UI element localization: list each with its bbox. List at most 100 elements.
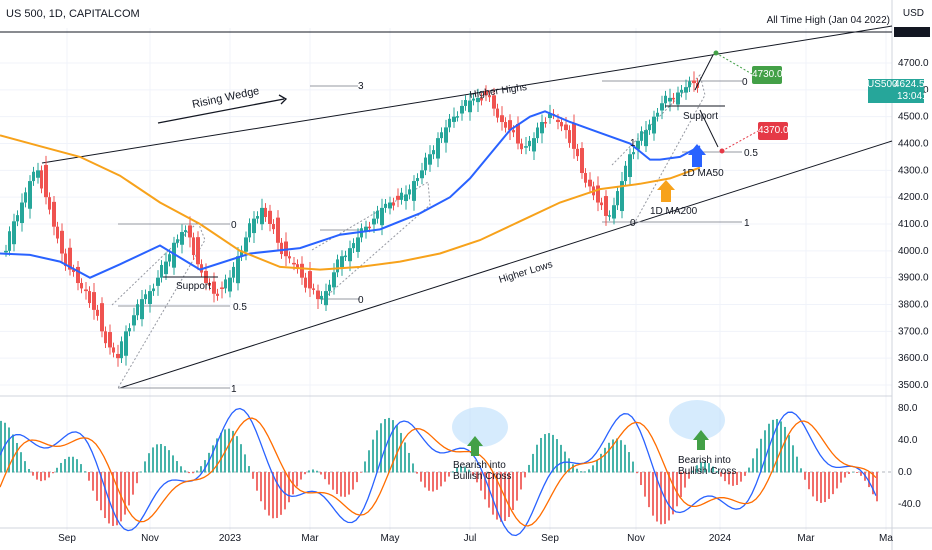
macd-histogram-bar xyxy=(828,472,830,499)
candle-body xyxy=(68,247,72,270)
macd-histogram-bar xyxy=(652,472,654,516)
macd-histogram-bar xyxy=(104,472,106,519)
macd-histogram-bar xyxy=(628,452,630,473)
bearish-label: Bullish Cross xyxy=(678,466,736,477)
candle-body xyxy=(184,230,187,233)
macd-histogram-bar xyxy=(84,471,86,473)
candle-body xyxy=(320,295,323,300)
macd-histogram-bar xyxy=(484,472,486,500)
macd-histogram-bar xyxy=(804,472,806,480)
macd-histogram-bar xyxy=(500,472,502,522)
candle-body xyxy=(652,116,656,134)
candle-body xyxy=(572,123,576,149)
candle-body xyxy=(328,284,331,292)
macd-histogram-bar xyxy=(436,472,438,490)
candle-body xyxy=(584,173,587,183)
macd-histogram-bar xyxy=(520,472,522,490)
macd-histogram-bar xyxy=(616,438,618,473)
candle-body xyxy=(340,256,344,268)
macd-histogram-bar xyxy=(132,472,134,495)
candle-body xyxy=(332,272,336,288)
target-down-point xyxy=(719,148,725,154)
macd-histogram-bar xyxy=(860,472,862,476)
candle-body xyxy=(444,127,448,143)
cross-highlight xyxy=(669,400,725,440)
candle-body xyxy=(612,205,616,219)
macd-histogram-bar xyxy=(636,472,638,474)
candle-body xyxy=(564,124,568,131)
macd-histogram-bar xyxy=(268,472,270,516)
macd-histogram-bar xyxy=(640,472,642,486)
macd-histogram-bar xyxy=(560,444,562,473)
ma50-label: 1D MA50 xyxy=(682,168,724,179)
last-price-tag: US500 4624.5 13:04:22 xyxy=(867,79,932,103)
macd-histogram-bar xyxy=(412,463,414,473)
macd-histogram-bar xyxy=(556,439,558,473)
candle-body xyxy=(324,291,328,306)
macd-histogram-bar xyxy=(28,469,30,473)
macd-histogram-bar xyxy=(464,466,466,473)
candle-body xyxy=(172,242,176,268)
macd-histogram-bar xyxy=(760,438,762,473)
x-tick-label: Sep xyxy=(58,533,76,544)
macd-histogram-bar xyxy=(296,472,298,487)
macd-histogram-bar xyxy=(260,472,262,502)
macd-histogram-bar xyxy=(524,472,526,478)
macd-histogram-bar xyxy=(552,434,554,473)
wedge-arrow xyxy=(157,98,285,124)
candle-body xyxy=(368,226,371,229)
currency-label[interactable]: USD xyxy=(902,8,924,19)
candle-body xyxy=(144,294,147,300)
macd-histogram-bar xyxy=(660,472,662,525)
fib-label: 1 xyxy=(231,384,237,395)
candle-body xyxy=(660,103,664,111)
macd-histogram-bar xyxy=(328,472,330,485)
macd-histogram-bar xyxy=(64,459,66,473)
macd-histogram-bar xyxy=(36,472,38,480)
macd-histogram-bar xyxy=(376,430,378,473)
macd-histogram-bar xyxy=(112,472,114,526)
macd-histogram-bar xyxy=(220,432,222,473)
candle-body xyxy=(348,248,352,262)
candle-body xyxy=(456,116,459,118)
macd-histogram-bar xyxy=(168,450,170,473)
macd-histogram-bar xyxy=(40,472,42,482)
candle-body xyxy=(560,122,563,127)
candle-body xyxy=(224,279,227,289)
ma200-arrow xyxy=(657,180,675,202)
candle-body xyxy=(672,97,675,100)
fib-label: 0.5 xyxy=(233,302,247,313)
arrow-head xyxy=(278,94,288,105)
macd-histogram-bar xyxy=(704,461,706,473)
x-tick-label: May xyxy=(381,533,400,544)
candle-body xyxy=(504,122,507,128)
macd-histogram-bar xyxy=(528,464,530,473)
macd-histogram-bar xyxy=(32,472,34,476)
macd-histogram-bar xyxy=(672,472,674,515)
candle-body xyxy=(24,192,27,203)
macd-histogram-bar xyxy=(352,472,354,490)
dotted-channel xyxy=(311,181,431,301)
target-down-badge: 4370.0 xyxy=(758,122,789,140)
candle-body xyxy=(480,97,483,101)
macd-histogram-bar xyxy=(816,472,818,502)
macd-histogram-bar xyxy=(700,462,702,473)
macd-histogram-bar xyxy=(844,472,846,478)
macd-histogram-bar xyxy=(868,472,870,488)
macd-histogram-bar xyxy=(492,472,494,515)
candle-body xyxy=(576,148,579,157)
macd-histogram-bar xyxy=(44,472,46,481)
candle-body xyxy=(404,194,408,202)
macd-tick-label: -40.0 xyxy=(898,499,921,510)
macd-histogram-bar xyxy=(404,442,406,473)
macd-histogram-bar xyxy=(248,466,250,473)
macd-histogram-bar xyxy=(68,456,70,473)
macd-histogram-bar xyxy=(732,472,734,486)
candle-body xyxy=(240,250,243,257)
macd-histogram-bar xyxy=(16,442,18,473)
candle-body xyxy=(120,341,123,359)
candle-body xyxy=(372,218,376,225)
candle-body xyxy=(384,203,387,208)
candle-body xyxy=(196,237,200,265)
macd-histogram-bar xyxy=(776,419,778,473)
